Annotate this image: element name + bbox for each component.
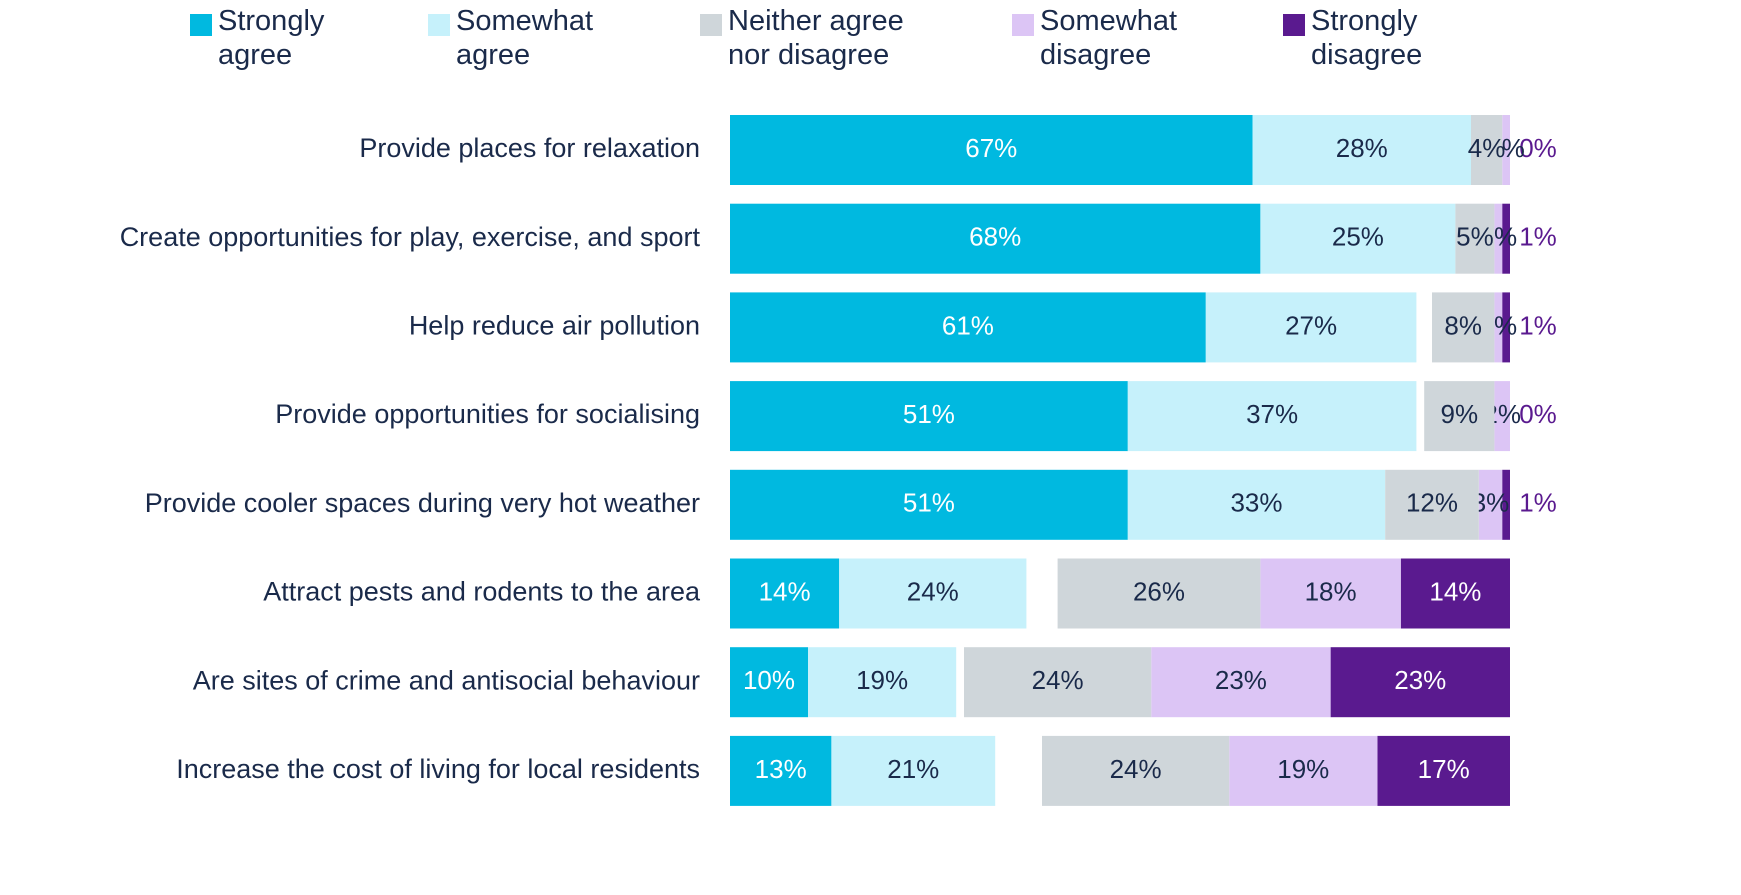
bar-segment xyxy=(730,381,1128,452)
value-label: 23% xyxy=(1394,665,1446,695)
bar-segment xyxy=(1042,735,1230,806)
value-label: 1% xyxy=(1519,488,1557,518)
bar-segment xyxy=(730,292,1206,363)
bar-segment xyxy=(1205,292,1417,363)
bar-segment xyxy=(1502,203,1510,274)
value-label: 25% xyxy=(1332,222,1384,252)
bar-segment xyxy=(730,647,808,718)
value-label: 0% xyxy=(1519,399,1557,429)
value-label: 24% xyxy=(1110,754,1162,784)
legend-label: Neither agree nor disagree xyxy=(728,5,904,71)
bar-segment xyxy=(730,115,1253,185)
value-label: 1% xyxy=(1519,310,1557,340)
value-label: 68% xyxy=(969,222,1021,252)
value-label: 17% xyxy=(1418,754,1470,784)
bar-segment xyxy=(730,469,1128,540)
value-label: 8% xyxy=(1444,310,1482,340)
bar-segment xyxy=(831,735,996,806)
legend-label: Strongly agree xyxy=(218,5,325,71)
legend-item: Strongly disagree xyxy=(1283,4,1471,72)
category-label: Provide opportunities for socialising xyxy=(275,399,700,429)
bar-segment xyxy=(808,647,957,718)
value-label: 9% xyxy=(1441,399,1479,429)
value-label: 1% xyxy=(1519,222,1557,252)
category-label: Help reduce air pollution xyxy=(409,311,700,341)
value-label: 51% xyxy=(903,488,955,518)
bar-segment xyxy=(1478,469,1503,540)
legend-label: Somewhat agree xyxy=(456,5,594,71)
value-label: 27% xyxy=(1285,310,1337,340)
legend-swatch xyxy=(1012,14,1034,36)
legend-label: Somewhat disagree xyxy=(1040,5,1178,71)
value-label: 51% xyxy=(903,399,955,429)
value-label: 19% xyxy=(1277,754,1329,784)
bar-segment xyxy=(1471,115,1503,185)
category-label: Provide places for relaxation xyxy=(359,133,700,163)
value-label: 61% xyxy=(942,310,994,340)
category-label: Are sites of crime and antisocial behavi… xyxy=(193,665,700,695)
value-label: 33% xyxy=(1230,488,1282,518)
value-label: 4% xyxy=(1468,133,1506,163)
legend-swatch xyxy=(1283,14,1305,36)
category-label: Provide cooler spaces during very hot we… xyxy=(145,488,700,518)
value-label: 21% xyxy=(887,754,939,784)
bar-segment xyxy=(1260,203,1456,274)
legend-swatch xyxy=(428,14,450,36)
value-label: 37% xyxy=(1246,399,1298,429)
value-label: 0% xyxy=(1519,133,1557,163)
legend-item: Strongly agree xyxy=(190,4,378,72)
value-label: 28% xyxy=(1336,133,1388,163)
value-label: 13% xyxy=(755,754,807,784)
bar-segment xyxy=(1260,558,1401,629)
legend-swatch xyxy=(700,14,722,36)
value-label: 12% xyxy=(1406,488,1458,518)
legend-item: Somewhat agree xyxy=(428,4,616,72)
bar-segment xyxy=(964,647,1152,718)
bar-segment xyxy=(1151,647,1331,718)
bar-segment xyxy=(1330,647,1510,718)
value-label: 19% xyxy=(856,665,908,695)
bar-segment xyxy=(1229,735,1378,806)
bar-segment xyxy=(839,558,1027,629)
bar-segment xyxy=(1400,558,1510,629)
bar-segment xyxy=(1432,292,1495,363)
category-label: Increase the cost of living for local re… xyxy=(176,754,700,784)
value-label: 5% xyxy=(1456,222,1494,252)
value-label: 18% xyxy=(1305,576,1357,606)
bar-segment xyxy=(1127,469,1386,540)
bar-segment xyxy=(1494,292,1503,363)
bar-segment xyxy=(1502,115,1510,185)
bar-segment xyxy=(1424,381,1495,452)
bar-segment xyxy=(1377,735,1510,806)
bar-segment xyxy=(730,203,1261,274)
bar-segment xyxy=(1494,203,1503,274)
value-label: 26% xyxy=(1133,576,1185,606)
legend-item: Neither agree nor disagree xyxy=(700,4,933,72)
value-label: 24% xyxy=(1032,665,1084,695)
bar-segment xyxy=(1502,469,1510,540)
value-label: 14% xyxy=(1429,576,1481,606)
value-label: 23% xyxy=(1215,665,1267,695)
bar-segment xyxy=(730,735,832,806)
bar-segment xyxy=(1502,292,1510,363)
legend-label: Strongly disagree xyxy=(1311,5,1423,71)
bar-segment xyxy=(1455,203,1495,274)
bar-segment xyxy=(1252,115,1471,185)
bar-segment xyxy=(1494,381,1510,452)
bar-segment xyxy=(1057,558,1261,629)
value-label: 67% xyxy=(965,133,1017,163)
bar-segment xyxy=(1127,381,1417,452)
bar-segment xyxy=(1385,469,1479,540)
legend-item: Somewhat disagree xyxy=(1012,4,1210,72)
category-label: Create opportunities for play, exercise,… xyxy=(120,222,701,252)
bar-segment xyxy=(730,558,840,629)
category-label: Attract pests and rodents to the area xyxy=(263,577,701,607)
legend-swatch xyxy=(190,14,212,36)
value-label: 10% xyxy=(743,665,795,695)
value-label: 14% xyxy=(759,576,811,606)
value-label: 24% xyxy=(907,576,959,606)
